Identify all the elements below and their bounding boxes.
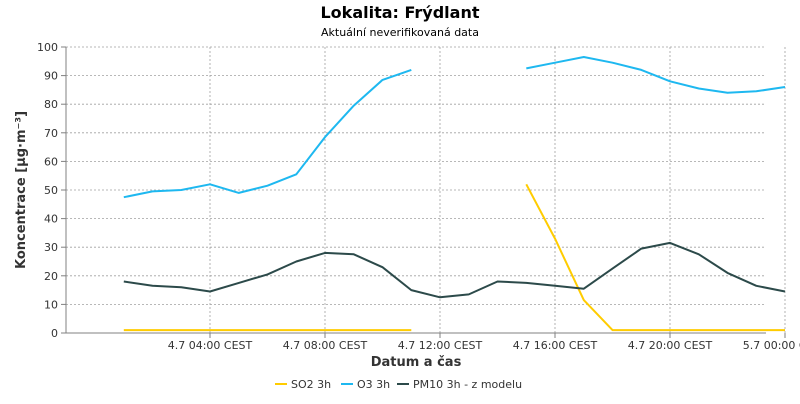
series-line xyxy=(123,241,786,299)
y-axis-ticks: 0 10 20 30 40 50 60 70 80 90 100 xyxy=(37,41,66,340)
grid xyxy=(66,46,786,333)
y-tick-label: 50 xyxy=(44,184,58,197)
y-tick-label: 20 xyxy=(44,270,58,283)
y-tick-label: 90 xyxy=(44,70,58,83)
legend-label: SO2 3h xyxy=(291,378,331,391)
y-tick-label: 10 xyxy=(44,298,58,311)
y-tick-label: 80 xyxy=(44,98,58,111)
legend-label: PM10 3h - z modelu xyxy=(413,378,522,391)
series-line xyxy=(123,183,785,332)
y-tick-label: 60 xyxy=(44,155,58,168)
series-line xyxy=(123,56,786,199)
x-tick-label: 4.7 04:00 CEST xyxy=(168,339,253,352)
y-tick-label: 100 xyxy=(37,41,58,54)
chart-title: Lokalita: Frýdlant xyxy=(320,3,479,22)
x-axis-title: Datum a čas xyxy=(371,355,462,370)
x-tick-label: 4.7 16:00 CEST xyxy=(513,339,598,352)
y-tick-label: 70 xyxy=(44,127,58,140)
legend-label: O3 3h xyxy=(357,378,390,391)
x-tick-label: 4.7 12:00 CEST xyxy=(398,339,483,352)
y-tick-label: 0 xyxy=(51,327,58,340)
y-tick-label: 40 xyxy=(44,213,58,226)
x-tick-label: 5.7 00:00 CEST xyxy=(743,339,800,352)
x-tick-label: 4.7 08:00 CEST xyxy=(283,339,368,352)
legend: SO2 3h O3 3h PM10 3h - z modelu xyxy=(275,378,522,391)
y-axis-title: Koncentrace [µg·m⁻³] xyxy=(14,111,29,269)
chart-subtitle: Aktuální neverifikovaná data xyxy=(321,26,479,39)
y-tick-label: 30 xyxy=(44,241,58,254)
x-tick-label: 4.7 20:00 CEST xyxy=(628,339,713,352)
series-lines xyxy=(123,56,786,332)
x-axis-ticks: 4.7 04:00 CEST 4.7 08:00 CEST 4.7 12:00 CE… xyxy=(168,333,800,352)
